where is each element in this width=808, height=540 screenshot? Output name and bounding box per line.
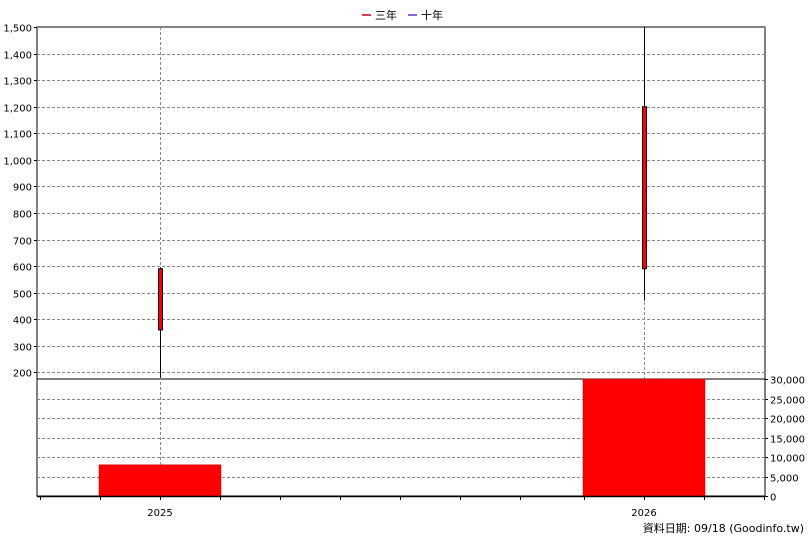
price-tick-label: 900 [13,183,32,194]
volume-axis: 0 5,000 10,000 15,000 20,000 25,000 30,000 [765,376,805,504]
price-tick-label: 1,200 [3,104,32,115]
volume-tick-label: 20,000 [770,415,805,426]
candle-2026 [642,27,647,301]
price-tick-label: 1,500 [3,24,32,35]
volume-tick-label: 0 [770,493,776,504]
price-tick-label: 1,300 [3,77,32,88]
price-plot-frame [36,26,766,380]
legend-label-ten-year: 十年 [421,8,443,22]
price-tick-label: 400 [13,316,32,327]
candle-body [642,106,647,270]
price-tick-label: 500 [13,290,32,301]
candles [158,27,647,378]
x-tick-label-2025: 2025 [147,508,172,519]
legend-label-three-year: 三年 [375,8,397,22]
price-tick-label: 200 [13,369,32,380]
candle-body [158,268,163,331]
x-tick-label-2026: 2026 [631,508,656,519]
price-tick-label: 800 [13,210,32,221]
price-tick-label: 1,400 [3,51,32,62]
volume-tick-label: 30,000 [770,376,805,387]
volume-bar-2025 [98,464,222,497]
legend: 三年 十年 [362,8,443,22]
volume-tick-label: 15,000 [770,435,805,446]
volume-tick-label: 25,000 [770,396,805,407]
x-axis: 2025 2026 [37,495,765,519]
price-grid [37,27,765,373]
price-axis: 200 300 400 500 600 700 800 900 1,000 1,100 1,200 1… [3,24,37,380]
price-tick-label: 1,100 [3,130,32,141]
volume-bar-2026 [582,378,706,497]
data-date-footer: 資料日期: 09/18 (Goodinfo.tw) [643,521,804,535]
volume-bars [98,378,706,497]
vertical-grid [160,27,645,496]
volume-tick-label: 10,000 [770,454,805,465]
price-tick-label: 700 [13,237,32,248]
volume-tick-label: 5,000 [770,474,799,485]
candle-2025 [158,267,163,378]
price-tick-label: 1,000 [3,157,32,168]
price-tick-label: 600 [13,263,32,274]
price-tick-label: 300 [13,343,32,354]
